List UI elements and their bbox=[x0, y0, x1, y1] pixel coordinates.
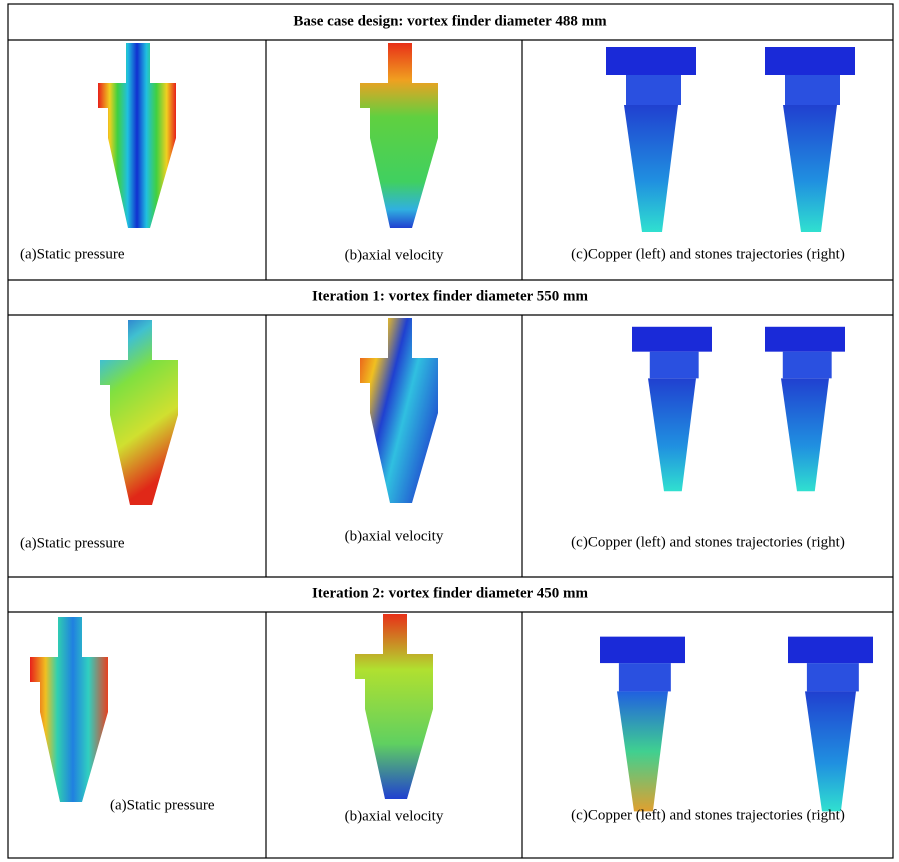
section-title: Iteration 1: vortex finder diameter 550 … bbox=[312, 288, 589, 304]
trajectory-stones bbox=[765, 47, 855, 232]
velocity-contour bbox=[355, 614, 433, 799]
caption: (a)Static pressure bbox=[20, 246, 125, 262]
trajectory-copper bbox=[600, 637, 685, 812]
velocity-contour bbox=[360, 43, 438, 228]
caption: (c)Copper (left) and stones trajectories… bbox=[571, 807, 845, 823]
trajectory-copper bbox=[606, 47, 696, 232]
caption: (b)axial velocity bbox=[345, 808, 444, 824]
pressure-contour bbox=[30, 617, 108, 802]
caption: (a)Static pressure bbox=[20, 535, 125, 551]
figure: Base case design: vortex finder diameter… bbox=[0, 0, 899, 862]
section-title: Base case design: vortex finder diameter… bbox=[293, 13, 607, 29]
trajectory-stones bbox=[765, 327, 845, 491]
caption: (a)Static pressure bbox=[110, 797, 215, 813]
section-title: Iteration 2: vortex finder diameter 450 … bbox=[312, 585, 589, 601]
velocity-contour bbox=[360, 318, 438, 503]
pressure-contour bbox=[100, 320, 178, 505]
caption: (b)axial velocity bbox=[345, 528, 444, 544]
trajectory-stones bbox=[788, 637, 873, 812]
pressure-contour bbox=[98, 43, 176, 228]
caption: (c)Copper (left) and stones trajectories… bbox=[571, 246, 845, 262]
trajectory-copper bbox=[632, 327, 712, 491]
caption: (c)Copper (left) and stones trajectories… bbox=[571, 534, 845, 550]
caption: (b)axial velocity bbox=[345, 247, 444, 263]
